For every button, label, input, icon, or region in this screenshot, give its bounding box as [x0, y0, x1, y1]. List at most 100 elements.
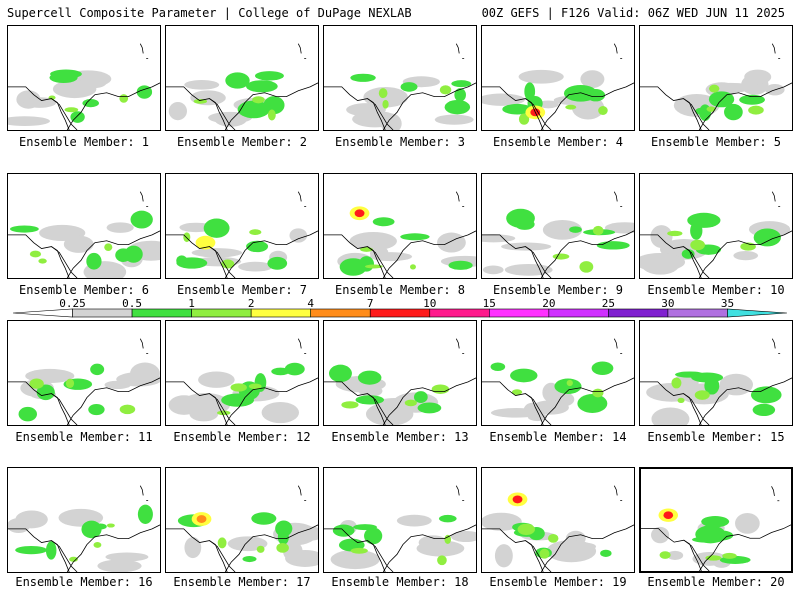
scp-contour-green	[10, 225, 39, 233]
border-line	[367, 393, 386, 425]
ensemble-member-label: Ensemble Member: 19	[489, 575, 627, 589]
ensemble-member-map-10[interactable]	[639, 173, 793, 279]
ensemble-member-map-12[interactable]	[165, 320, 319, 426]
island-outline	[139, 191, 149, 207]
colorbar-tick-label: 20	[542, 297, 556, 310]
ensemble-member-map-20[interactable]	[639, 467, 793, 573]
border-line	[683, 539, 702, 571]
scp-contour-green	[708, 91, 735, 108]
colorbar-tick-label: 0.5	[122, 297, 142, 310]
border-line	[525, 393, 544, 425]
scp-contour-green	[36, 384, 55, 401]
ensemble-member-map-17[interactable]	[165, 467, 319, 573]
scp-contour-lightgreen	[539, 548, 550, 559]
ensemble-member-label: Ensemble Member: 4	[492, 135, 624, 149]
scp-contour-green	[246, 80, 278, 93]
scp-contour-green	[439, 514, 457, 523]
scp-contour-lightgreen	[705, 555, 722, 561]
ensemble-member-map-7[interactable]	[165, 173, 319, 279]
coastline	[641, 524, 791, 571]
ensemble-member-label: Ensemble Member: 15	[647, 430, 785, 444]
scp-contour-green	[284, 362, 305, 376]
scp-contour-lightgreen	[119, 404, 136, 415]
scp-contour-green	[739, 94, 765, 105]
ensemble-member-label: Ensemble Member: 14	[489, 430, 627, 444]
scp-contour-low	[532, 400, 569, 415]
island-outline	[613, 485, 623, 501]
coastline	[324, 82, 476, 130]
scp-contour-lightgreen	[104, 243, 113, 251]
scp-contour-lightgreen	[431, 384, 450, 394]
island-outline	[455, 485, 465, 501]
colorbar-tick-label: 15	[482, 297, 496, 310]
scp-contour-low	[482, 234, 516, 243]
scp-contour-green	[600, 549, 612, 557]
ensemble-member-label: Ensemble Member: 20	[647, 575, 785, 589]
scp-contour-lightgreen	[248, 383, 262, 390]
ensemble-member-label: Ensemble Member: 10	[647, 283, 785, 297]
scp-contour-low	[23, 97, 57, 108]
ensemble-member-map-11[interactable]	[7, 320, 161, 426]
ensemble-member-map-6[interactable]	[7, 173, 161, 279]
island-outline	[297, 43, 307, 59]
ensemble-member-map-3[interactable]	[323, 25, 477, 131]
scp-contour-lightgreen	[659, 551, 671, 559]
scp-contour-low	[437, 232, 466, 253]
ensemble-member-map-9[interactable]	[481, 173, 635, 279]
island-outline	[771, 191, 781, 207]
scp-contour-green	[444, 99, 471, 115]
coastline	[8, 524, 160, 572]
ensemble-member-label: Ensemble Member: 8	[334, 283, 466, 297]
ensemble-member-map-15[interactable]	[639, 320, 793, 426]
scp-contour-lightgreen	[64, 107, 79, 113]
ensemble-member-map-2[interactable]	[165, 25, 319, 131]
ensemble-member-map-18[interactable]	[323, 467, 477, 573]
scp-contour-green	[690, 221, 703, 240]
ensemble-member-map-14[interactable]	[481, 320, 635, 426]
border-line	[209, 98, 228, 130]
ensemble-member-map-13[interactable]	[323, 320, 477, 426]
scp-contour-green	[724, 103, 743, 121]
scp-contour-lightgreen	[748, 105, 764, 115]
scp-contour-low	[296, 526, 318, 541]
scp-contour-green	[400, 82, 418, 92]
scp-contour-green	[254, 71, 284, 81]
ensemble-member-map-4[interactable]	[481, 25, 635, 131]
ensemble-member-map-8[interactable]	[323, 173, 477, 279]
scp-contour-max	[512, 495, 523, 504]
scp-contour-lightgreen	[249, 229, 262, 236]
scp-contour-low	[29, 512, 46, 525]
island-outline	[771, 486, 780, 502]
scp-contour-low	[735, 513, 760, 534]
ensemble-member-map-19[interactable]	[481, 467, 635, 573]
scp-contour-green	[357, 370, 382, 385]
valid-time-label: 00Z GEFS | F126 Valid: 06Z WED JUN 11 20…	[481, 6, 785, 20]
scp-contour-lightgreen	[404, 399, 417, 407]
colorbar-tick-label: 1	[188, 297, 195, 310]
scp-contour-lightgreen	[598, 106, 608, 115]
colorbar-tick-label: 0.25	[59, 297, 86, 310]
scp-contour-lightgreen	[230, 383, 247, 392]
scp-contour-low	[494, 544, 513, 568]
scp-contour-lightgreen	[592, 225, 604, 236]
scp-contour-lightgreen	[518, 113, 530, 125]
ensemble-member-map-1[interactable]	[7, 25, 161, 131]
scp-contour-low	[261, 401, 300, 424]
scp-contour-lightgreen	[29, 378, 44, 389]
scp-contour-lightgreen	[65, 378, 75, 389]
colorbar-segment	[489, 308, 550, 318]
scp-contour-green	[124, 245, 143, 263]
scp-contour-low	[482, 93, 526, 106]
scp-contour-green	[50, 69, 82, 79]
scp-contour-lightgreen	[566, 379, 573, 387]
scp-contour-low	[651, 526, 670, 544]
scp-contour-low	[105, 552, 149, 562]
scp-contour-low	[168, 395, 200, 415]
scp-contour-green	[417, 402, 442, 414]
scp-contour-green	[225, 72, 250, 89]
scp-contour-lightgreen	[690, 239, 705, 251]
colorbar-tick-label: 25	[601, 297, 615, 310]
colorbar-tick-label: 4	[307, 297, 314, 310]
ensemble-member-map-5[interactable]	[639, 25, 793, 131]
ensemble-member-map-16[interactable]	[7, 467, 161, 573]
